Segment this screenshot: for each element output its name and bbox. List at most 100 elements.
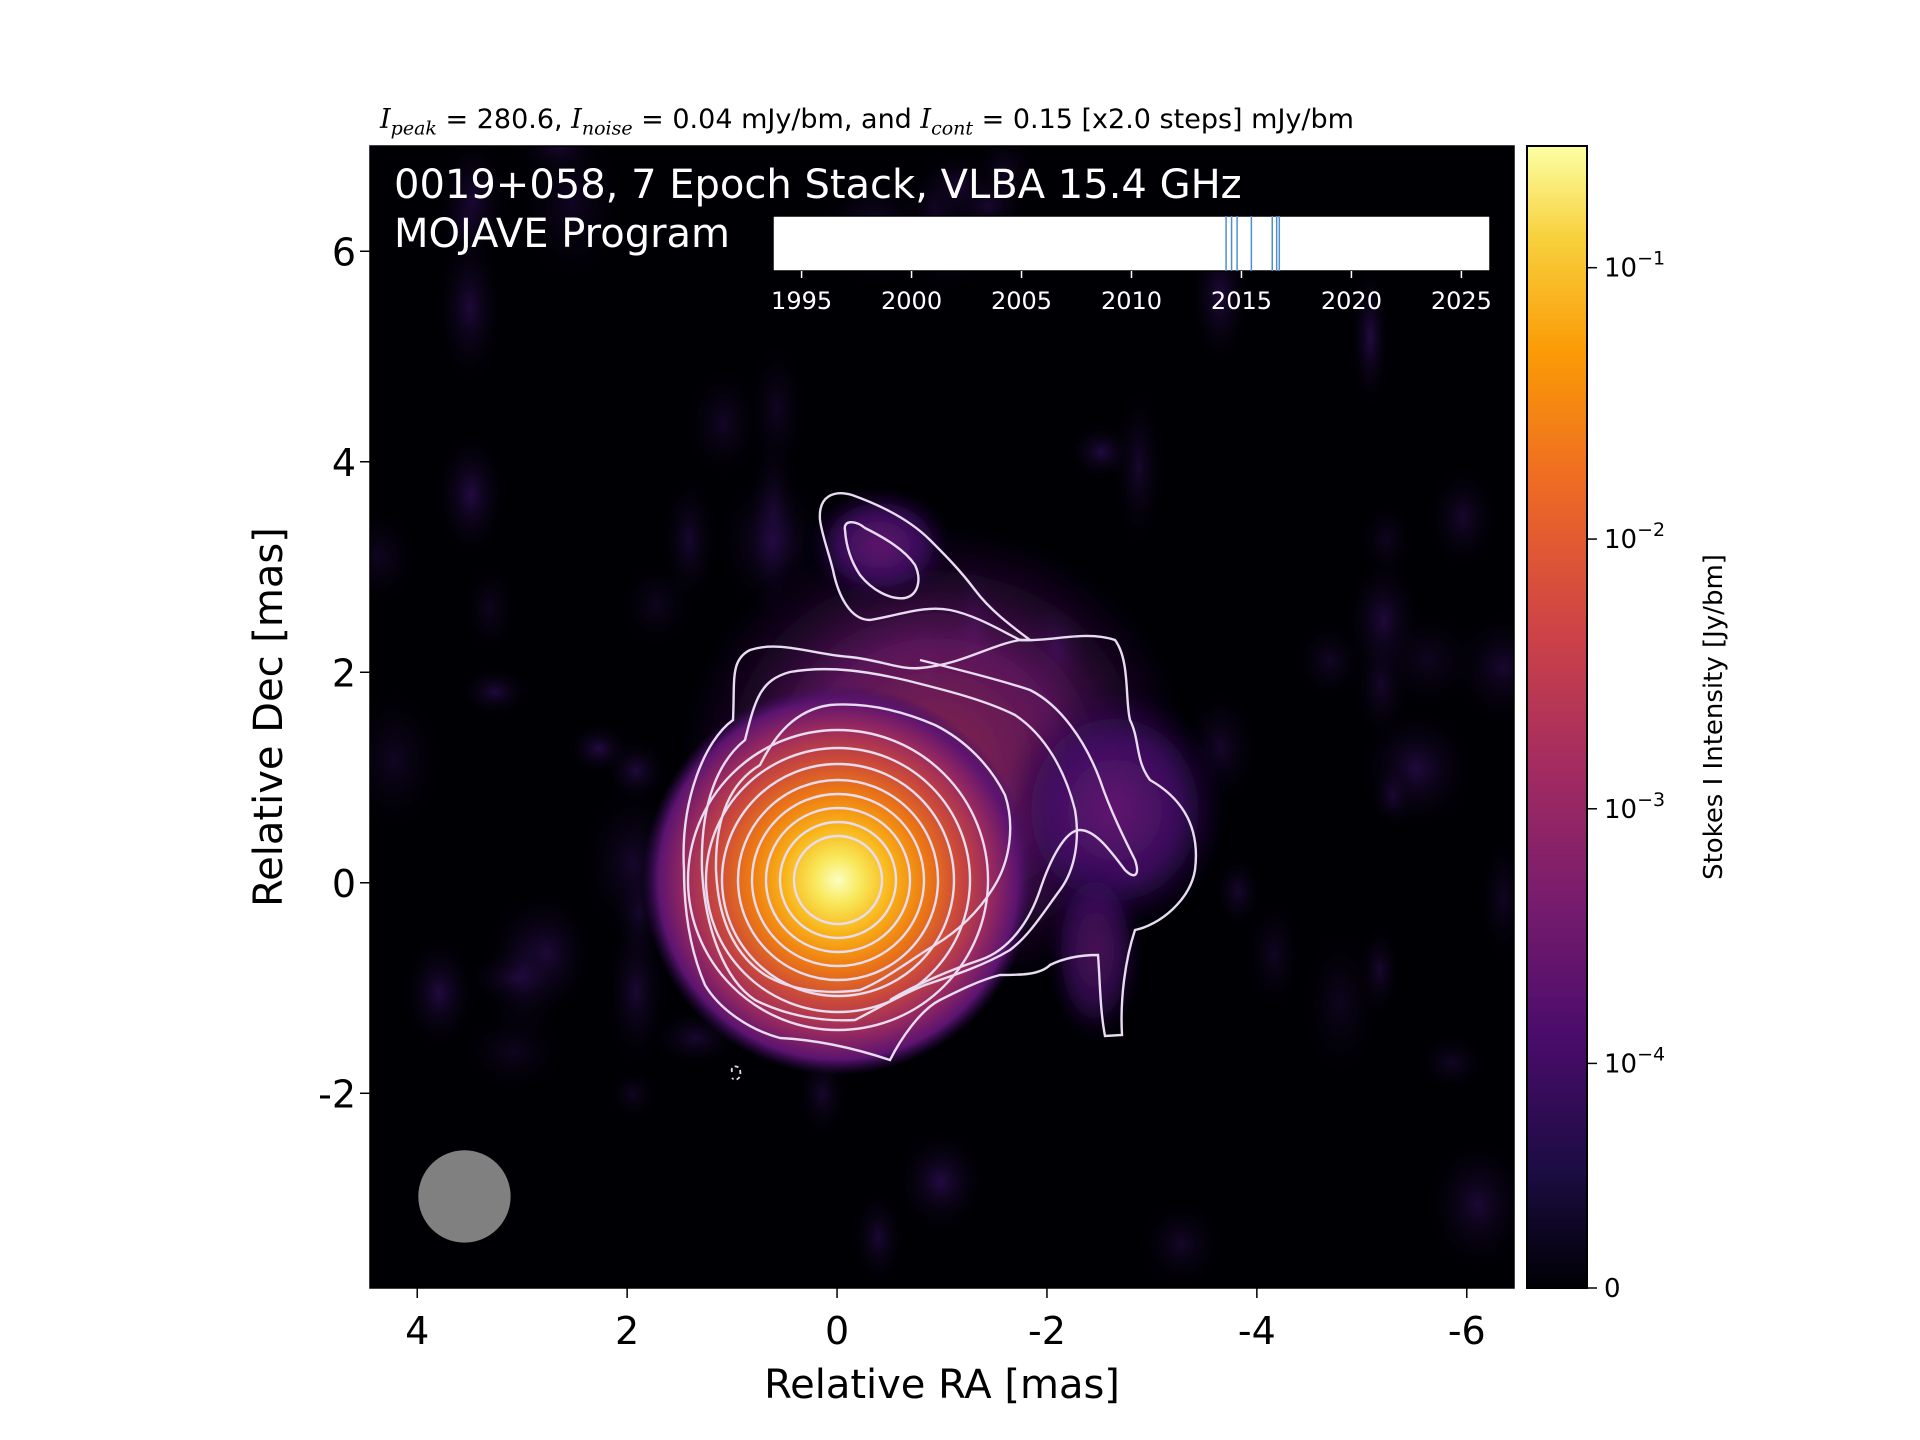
noise-patch [1350,261,1391,413]
colorbar-tick-label: 0 [1604,1274,1621,1304]
contour-level-6 [720,762,956,998]
x-axis-label: Relative RA [mas] [764,1362,1120,1408]
y-axis-label: Relative Dec [mas] [246,527,292,907]
peak-subscript: peak [390,117,437,140]
contour-level-2 [700,667,1079,1022]
noise-patch [1425,462,1501,572]
noise-patch [433,429,509,560]
epoch-timeline-ticks: 1995 2000 2005 2010 2015 2020 2025 [771,271,1492,315]
noise-patch [1369,760,1417,830]
colorbar-label: Stokes I Intensity [Jy/bm] [1699,554,1729,880]
southern-extension [1050,860,1140,1040]
noise-patch [604,911,669,1071]
timeline-tick-label: 2015 [1211,287,1272,315]
noise-patch [850,1187,906,1288]
noise-patch [461,559,519,657]
x-tick-label: -6 [1448,1309,1486,1353]
noise-patch [606,1067,660,1122]
noise-patch [1066,422,1136,482]
noise-patch [513,146,604,178]
noise-patch [893,1128,988,1234]
y-axis: -2 0 2 4 6 [318,230,370,1116]
colorbar-tick-label: 10−1 [1604,248,1665,284]
contour-northern-inner [843,521,920,600]
beam-ellipse [418,1150,511,1243]
contours [682,492,1198,1081]
epoch-timeline-box [772,215,1491,272]
noise-patch [1136,1199,1226,1288]
noise-patch [1212,853,1264,930]
contour-level-9 [764,806,912,954]
epoch-timeline: 1995 2000 2005 2010 2015 2020 2025 [771,215,1492,315]
x-tick-label: 0 [825,1309,849,1353]
noise-patch [458,666,532,718]
contour-level-11 [792,834,884,926]
timeline-tick-label: 2005 [991,287,1052,315]
epoch-markers [1225,216,1281,271]
contour-western-inner [889,658,1139,1002]
contour-northern-outer [818,492,1034,642]
panel-title-line1: 0019+058, 7 Epoch Stack, VLBA 15.4 GHz [394,162,1242,208]
noise-patch [1242,894,1306,1015]
x-tick-label: -2 [1028,1309,1066,1353]
noise-subscript: noise [581,117,633,140]
contour-level-10 [778,820,898,940]
panel-title-line2: MOJAVE Program [394,211,730,257]
y-tick-label: -2 [318,1072,356,1116]
noise-patch [1356,499,1417,580]
western-component [1005,690,1225,930]
x-tick-label: 4 [405,1309,429,1353]
intensity-map: 0019+058, 7 Epoch Stack, VLBA 15.4 GHz M… [370,146,1514,1288]
noise-patch [1297,923,1384,1084]
colorbar-tick-label: 10−2 [1604,519,1665,555]
noise-patch [514,146,630,287]
x-tick-label: 2 [615,1309,639,1353]
y-tick-label: 4 [332,441,356,485]
contour-level-1 [682,634,1198,1062]
y-tick-label: 2 [332,651,356,695]
x-tick-label: -4 [1238,1309,1276,1353]
noise-patch [370,505,422,609]
timeline-tick-label: 1995 [771,287,832,315]
noise-patch [370,683,448,835]
noise-patch [682,363,765,483]
peak-symbol: I [380,104,391,135]
noise-background [370,146,1514,1288]
noise-patch [659,471,719,609]
contour-subscript: cont [931,117,974,140]
noise-patch [1476,832,1514,964]
noise-patch [1423,1134,1514,1275]
noise-patch [401,934,478,1052]
peak-value: = 280.6, [436,104,572,135]
northern-component [810,490,950,600]
noise-patch [479,889,567,1056]
contour-level-8 [750,792,926,968]
noise-patch [434,227,505,388]
colorbar [1526,145,1588,1289]
contour-symbol: I [920,104,932,135]
noise-symbol: I [571,104,582,135]
timeline-tick-label: 2000 [881,287,942,315]
y-tick-label: 0 [332,862,356,906]
y-tick-label: 6 [332,230,356,274]
contour-value: = 0.15 [x2.0 steps] mJy/bm [973,104,1354,135]
contour-level-5 [704,746,972,1014]
contour-level-4 [686,728,990,1032]
figure-header: Ipeak = 280.6, Inoise = 0.04 mJy/bm, and… [380,104,1354,139]
colorbar-tick-label: 10−3 [1604,789,1665,825]
colorbar-tick-label: 10−4 [1604,1043,1665,1079]
noise-patch [1415,1032,1489,1093]
x-axis: 4 2 0 -2 -4 -6 [405,1288,1486,1353]
timeline-tick-label: 2025 [1431,287,1492,315]
timeline-tick-label: 2020 [1321,287,1382,315]
noise-patch [566,722,632,775]
contour-level-7 [736,778,940,982]
noise-patch [1373,608,1483,712]
timeline-tick-label: 2010 [1101,287,1162,315]
contour-level-3 [714,703,1012,994]
image-panel-frame [369,145,1515,1289]
noise-value: = 0.04 mJy/bm, and [632,104,921,135]
colorbar-ticks: 0 10−4 10−3 10−2 10−1 [1587,248,1665,1304]
noise-patch [1111,382,1166,551]
